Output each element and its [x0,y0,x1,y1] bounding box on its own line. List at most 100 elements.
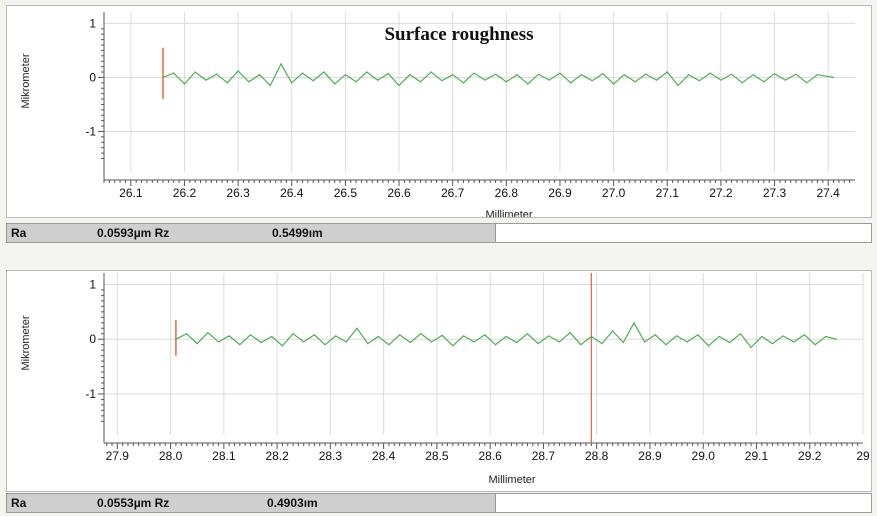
profile-data-point [420,333,422,335]
profile-data-point [580,74,583,76]
profile-data-point [237,70,239,72]
profile-data-point [376,79,379,81]
status-bar-1: Ra 0.0593µm Rz 0.5499ım [6,223,872,243]
profile-data-point [312,80,314,82]
profile-data-point [806,82,808,84]
profile-data-point [303,341,305,343]
profile-data-point [548,79,550,81]
profile-data-point [388,344,390,346]
profile-data-point [622,341,624,344]
profile-data-point [505,81,507,83]
profile-data-point [771,342,774,345]
profile-data-point [590,335,592,338]
profile-data-point [559,72,561,74]
profile-data-point [773,73,776,75]
profile-data-point [226,82,228,84]
y-tick-label: 0 [89,70,96,84]
profile-data-point [784,79,786,81]
ra-value: 0.0593µm Rz [97,226,170,240]
profile-data-point [419,81,422,83]
profile-data-point [356,327,358,329]
profile-data-point [217,341,220,343]
profile-data-point [441,334,443,336]
profile-data-point [645,73,647,75]
x-tick-label: 26.1 [119,186,143,200]
profile-data-point [763,81,765,83]
profile-data-point [377,335,379,338]
profile-data-point [516,74,518,76]
x-tick-label: 26.4 [280,186,304,200]
profile-data-point [260,341,262,344]
profile-data-point [194,71,196,73]
profile-data-point [707,345,710,347]
x-tick-label: 27.1 [656,186,680,200]
profile-data-point [741,82,743,84]
x-tick-label: 28.8 [585,449,609,463]
profile-data-point [795,73,797,75]
profile-data-point [207,332,209,334]
profile-chart-1: 26.1 26.2 26.3 26.4 26.5 26.6 26.7 26.8 26.9 27.0… [20,12,855,217]
profile-data-point [602,73,604,75]
x-tick-label: 27.9 [106,449,130,463]
x-tick-label: 28.3 [319,449,343,463]
rz-value: 0.5499ım [272,226,323,240]
profile-data-point [675,335,678,337]
profile-data-point [301,72,304,74]
profile-data-point [835,338,837,340]
profile-data-point [832,76,835,79]
profile-data-point [814,344,816,346]
profile-data-point [183,83,186,85]
profile-data-point [344,74,346,76]
y-tick-label: -1 [85,387,96,401]
x-tick-label: 26.8 [495,186,519,200]
profile-data-point [399,334,401,336]
profile-data-point [484,79,486,81]
x-tick-label: 27.3 [763,186,787,200]
x-tick-label: 28.2 [265,449,289,463]
profile-data-point [430,341,433,343]
profile-data-point [258,74,261,76]
profile-data-point [452,345,454,347]
x-tick-label: 27.0 [602,186,626,200]
profile-data-point [686,341,688,343]
profile-data-point [720,79,722,81]
x-tick-label: 28.5 [425,449,449,463]
profile-data-point [292,333,294,335]
x-tick-label: 28.1 [212,449,236,463]
status-bar-2: Ra 0.0553µm Rz 0.4903ım [6,493,872,513]
profile-data-point [516,341,518,344]
profile-data-point [698,80,701,82]
profile-data-point [473,72,475,74]
profile-data-point [548,335,550,337]
profile-data-point [249,334,252,336]
profile-data-point [825,335,827,338]
y-tick-label: 1 [89,16,96,30]
profile-data-point [494,344,497,346]
x-tick-label: 27.2 [709,186,733,200]
profile-data-point [580,344,582,346]
profile-data-point [688,74,690,76]
profile-data-point [452,74,454,76]
x-tick-label: 26.2 [173,186,197,200]
profile-data-point [366,71,368,73]
profile-data-point [162,76,164,79]
profile-data-point [185,333,188,335]
x-axis-label: Millimeter [485,209,532,217]
profile-data-point [228,335,230,337]
profile-data-point [750,346,752,349]
rz-value: 0.4903ım [267,496,318,510]
profile-data-point [558,341,561,343]
x-axis-label: Millimeter [488,474,535,486]
profile-data-point [718,335,720,338]
x-tick-label: 28.4 [372,449,396,463]
profile-data-point [793,341,795,343]
x-tick-label: 27.4 [816,186,840,200]
profile-data-point [409,74,411,76]
profile-data-point [729,341,731,344]
profile-data-point [281,345,284,347]
plot-area-2: 27.9 28.0 28.1 28.2 28.3 28.4 28.5 28.6 28.7 28.8… [6,270,872,492]
profile-series-line [162,62,834,87]
status-bar-fill [7,494,496,512]
profile-data-point [280,63,282,65]
profile-chart-2: 27.9 28.0 28.1 28.2 28.3 28.4 28.5 28.6 28.7 28.8… [20,273,870,486]
